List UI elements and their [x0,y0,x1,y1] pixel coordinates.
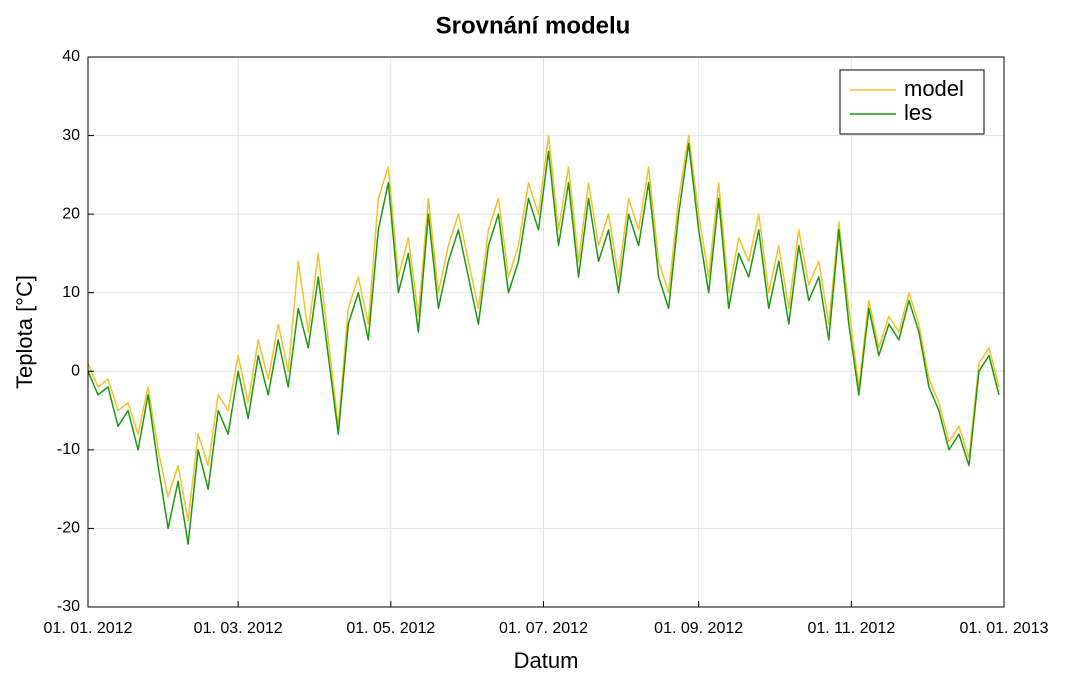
legend-box [839,69,985,135]
x-tick-label: 01. 05. 2012 [346,620,435,637]
x-tick-label: 01. 01. 2012 [44,620,133,637]
y-tick-label: -30 [57,598,80,615]
y-axis-label: Teplota [°C] [12,275,37,389]
chart-title: Srovnání modelu [436,12,631,39]
x-tick-label: 01. 03. 2012 [194,620,283,637]
x-tick-label: 01. 07. 2012 [499,620,588,637]
x-tick-label: 01. 11. 2012 [807,620,895,637]
legend-label: model [904,76,964,101]
y-tick-label: 40 [62,48,80,65]
x-tick-label: 01. 01. 2013 [960,620,1049,637]
y-tick-label: -20 [57,520,80,537]
y-tick-label: -10 [57,441,80,458]
series-line [87,142,1000,545]
lines [87,134,1000,545]
y-tick-label: 0 [71,363,80,380]
y-tick-label: 30 [62,127,80,144]
ticks: -30 -20 -10 0 10 20 30 40 01. 01. 2012 01. 03. 20… [44,48,1049,637]
x-axis-label: Datum [514,648,579,673]
series-line [87,134,1000,522]
y-tick-label: 10 [62,284,80,301]
x-tick-label: 01. 09. 2012 [654,620,743,637]
y-tick-label: 20 [62,205,80,222]
legend-label: les [904,100,932,125]
plot-frame [87,56,1005,608]
